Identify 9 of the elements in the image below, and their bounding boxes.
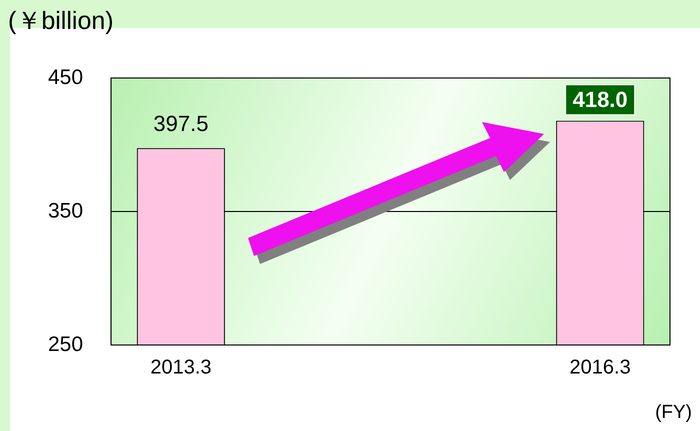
y-tick-label: 450: [48, 66, 84, 89]
x-tick-label: 2016.3: [570, 356, 631, 379]
x-axis-title: (FY): [655, 402, 692, 424]
y-tick-label: 350: [48, 199, 84, 222]
y-tick-label: 250: [48, 332, 84, 356]
data-label: 418.0: [572, 86, 628, 112]
x-tick-label: 2013.3: [150, 356, 212, 379]
y-axis-title: (￥billion): [8, 6, 114, 37]
data-label: 397.5: [153, 111, 208, 136]
